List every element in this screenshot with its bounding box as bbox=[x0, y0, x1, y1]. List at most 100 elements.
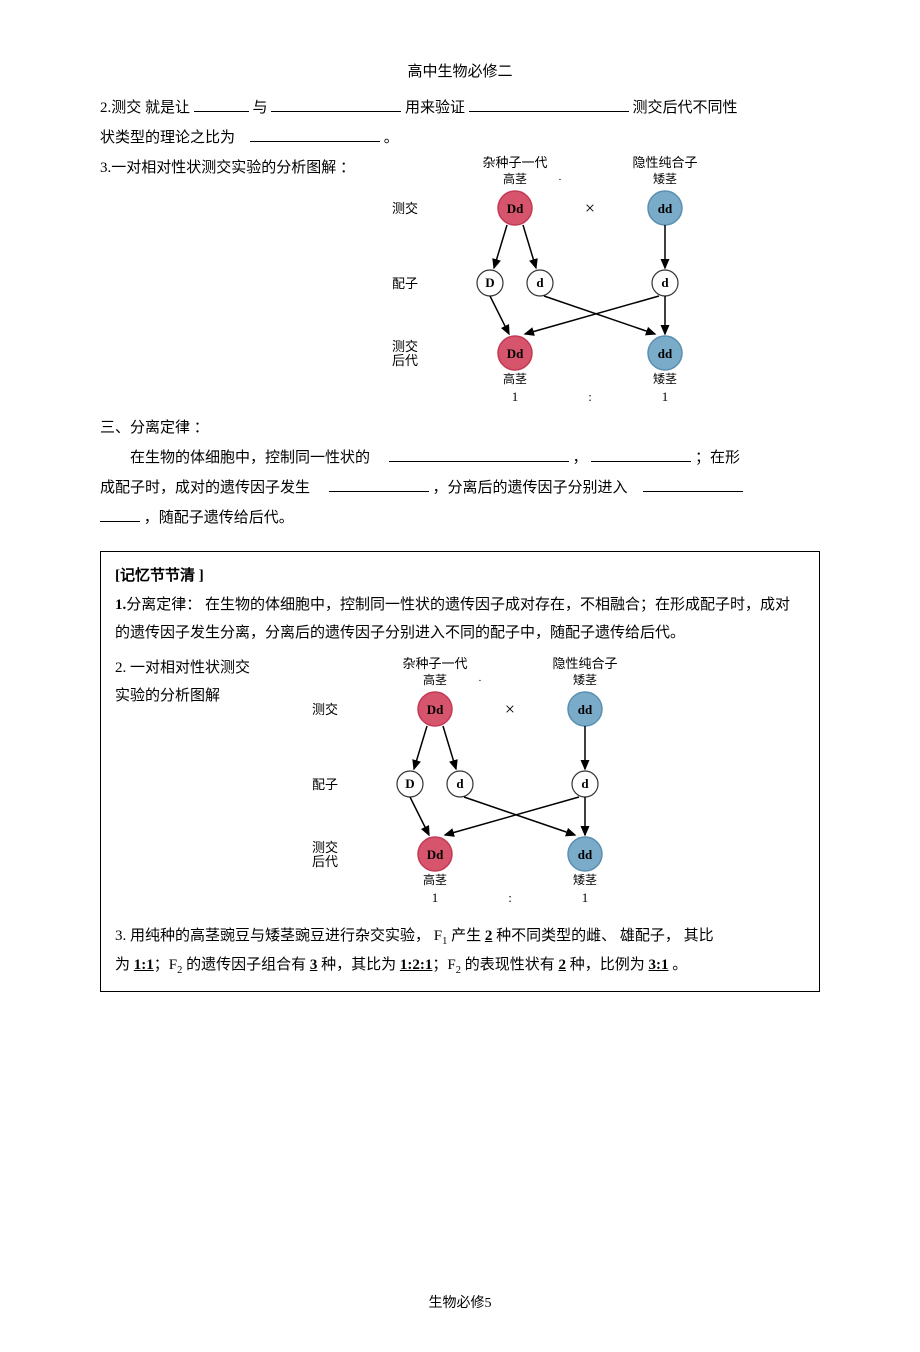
memo-item2-text: 2. 一对相对性状测交 实验的分析图解 bbox=[115, 654, 285, 711]
svg-text:矮茎: 矮茎 bbox=[653, 372, 677, 386]
section3-p1: 在生物的体细胞中，控制同一性状的 ， ；在形 bbox=[100, 443, 820, 473]
q3-text: 3.一对相对性状测交实验的分析图解 ： bbox=[100, 153, 355, 183]
svg-text::: : bbox=[508, 890, 512, 905]
svg-text:Dd: Dd bbox=[507, 346, 524, 361]
svg-text:杂种子一代: 杂种子一代 bbox=[402, 656, 467, 671]
svg-text:1: 1 bbox=[432, 890, 439, 905]
svg-text:矮茎: 矮茎 bbox=[653, 172, 677, 186]
section3-p3: ，随配子遗传给后代。 bbox=[100, 503, 820, 533]
svg-text:dd: dd bbox=[578, 702, 593, 717]
m3e: ；F bbox=[154, 957, 177, 973]
svg-text:后代: 后代 bbox=[312, 854, 338, 869]
m3j: 种，比例为 bbox=[566, 957, 649, 973]
svg-text:Dd: Dd bbox=[507, 201, 524, 216]
page-header: 高中生物必修二 bbox=[100, 60, 820, 81]
body: 2.测交 就是让 与 用来验证 测交后代不同性 状类型的理论之比为 。 3.一对… bbox=[100, 93, 820, 992]
svg-text:dd: dd bbox=[658, 201, 673, 216]
svg-text:高茎: 高茎 bbox=[423, 872, 447, 887]
memo1-label: 1. bbox=[115, 597, 126, 613]
m3f: 的遗传因子组合有 bbox=[182, 957, 310, 973]
section3-p2: 成配子时，成对的遗传因子发生 ，分离后的遗传因子分别进入 bbox=[100, 473, 820, 503]
svg-text:矮茎: 矮茎 bbox=[573, 673, 597, 687]
q2-line2: 状类型的理论之比为 。 bbox=[100, 123, 820, 153]
q2-mid2: 用来验证 bbox=[405, 100, 465, 116]
svg-text:1: 1 bbox=[582, 890, 589, 905]
testcross-diagram-svg: 杂种子一代隐性纯合子高茎·矮茎测交配子测交后代Dddd×DddDddd高茎矮茎1… bbox=[365, 153, 755, 413]
footer-label: 生物必修 bbox=[429, 1296, 485, 1311]
q2-line1: 2.测交 就是让 与 用来验证 测交后代不同性 bbox=[100, 93, 820, 123]
svg-text:·: · bbox=[558, 174, 562, 186]
svg-text:d: d bbox=[661, 275, 669, 290]
u-31: 3:1 bbox=[649, 957, 669, 973]
q2-mid1: 与 bbox=[253, 100, 268, 116]
q3-row: 3.一对相对性状测交实验的分析图解 ： 杂种子一代隐性纯合子高茎·矮茎测交配子测… bbox=[100, 153, 820, 413]
memo1-body: 在生物的体细胞中，控制同一性状的遗传因子成对存在，不相融合；在形成配子时，成对的… bbox=[115, 597, 790, 642]
m3a: 3. 用纯种的高茎豌豆与矮茎豌豆进行杂交实验， F bbox=[115, 928, 442, 944]
q2-tail: 测交后代不同性 bbox=[633, 100, 738, 116]
m3k: 。 bbox=[669, 957, 688, 973]
u-2b: 2 bbox=[559, 957, 567, 973]
svg-text:高茎: 高茎 bbox=[423, 672, 447, 687]
section3-title: 三、分离定律 ： bbox=[100, 413, 820, 443]
s3-p1c: ；在形 bbox=[695, 450, 740, 466]
svg-text:杂种子一代: 杂种子一代 bbox=[483, 155, 548, 170]
svg-text:×: × bbox=[585, 198, 595, 218]
u-121: 1:2:1 bbox=[400, 957, 433, 973]
memo-heading: [记忆节节清 ] bbox=[115, 562, 805, 591]
m3b: 产生 bbox=[451, 928, 485, 944]
s3-p2a: 成配子时，成对的遗传因子发生 bbox=[100, 480, 310, 496]
q2-prefix: 2.测交 就是让 bbox=[100, 100, 190, 116]
svg-text::: : bbox=[588, 389, 592, 404]
svg-text:高茎: 高茎 bbox=[503, 171, 527, 186]
memo-box: [记忆节节清 ] 1.分离定律： 在生物的体细胞中，控制同一性状的遗传因子成对存… bbox=[100, 551, 820, 992]
blank bbox=[329, 476, 429, 492]
svg-text:d: d bbox=[581, 776, 589, 791]
page: 高中生物必修二 2.测交 就是让 与 用来验证 测交后代不同性 状类型的理论之比… bbox=[0, 0, 920, 1352]
s3-p2b: ，分离后的遗传因子分别进入 bbox=[433, 480, 628, 496]
svg-text:测交: 测交 bbox=[392, 201, 418, 216]
m3g: 种，其比为 bbox=[317, 957, 400, 973]
svg-text:×: × bbox=[505, 699, 515, 719]
blank bbox=[591, 446, 691, 462]
header-title-text: 高中生物必修二 bbox=[407, 64, 512, 80]
u-11: 1:1 bbox=[134, 957, 154, 973]
memo2-l1: 2. 一对相对性状测交 bbox=[115, 654, 275, 683]
svg-text:D: D bbox=[405, 776, 414, 791]
memo-item3: 3. 用纯种的高茎豌豆与矮茎豌豆进行杂交实验， F1 产生 2 种不同类型的雌、… bbox=[115, 922, 805, 982]
svg-text:D: D bbox=[485, 275, 494, 290]
svg-text:隐性纯合子: 隐性纯合子 bbox=[633, 155, 698, 170]
page-footer: 生物必修5 bbox=[100, 1292, 820, 1312]
diagram-1: 杂种子一代隐性纯合子高茎·矮茎测交配子测交后代Dddd×DddDddd高茎矮茎1… bbox=[365, 153, 755, 413]
m3h: ；F bbox=[432, 957, 455, 973]
blank bbox=[469, 96, 629, 112]
svg-text:Dd: Dd bbox=[427, 847, 444, 862]
svg-text:配子: 配子 bbox=[392, 276, 418, 291]
footer-text: 生物必修5 bbox=[429, 1296, 492, 1311]
footer-page: 5 bbox=[485, 1296, 492, 1311]
blank bbox=[643, 476, 743, 492]
svg-text:矮茎: 矮茎 bbox=[573, 873, 597, 887]
blank bbox=[100, 506, 140, 522]
svg-text:1: 1 bbox=[512, 389, 519, 404]
m3d: 为 bbox=[115, 957, 134, 973]
svg-text:dd: dd bbox=[658, 346, 673, 361]
diagram-2: 杂种子一代隐性纯合子高茎·矮茎测交配子测交后代Dddd×DddDddd高茎矮茎1… bbox=[285, 654, 675, 914]
blank bbox=[250, 126, 380, 142]
svg-text:1: 1 bbox=[662, 389, 669, 404]
s3-p3a: ，随配子遗传给后代。 bbox=[144, 510, 294, 526]
q2-period: 。 bbox=[384, 130, 399, 146]
blank bbox=[194, 96, 249, 112]
s3-p1b: ， bbox=[573, 450, 588, 466]
q2-line2-prefix: 状类型的理论之比为 bbox=[100, 130, 235, 146]
memo-item2-row: 2. 一对相对性状测交 实验的分析图解 杂种子一代隐性纯合子高茎·矮茎测交配子测… bbox=[115, 654, 805, 914]
sub-1: 1 bbox=[442, 936, 447, 947]
q3-text-col: 3.一对相对性状测交实验的分析图解 ： bbox=[100, 153, 365, 183]
testcross-diagram-svg-2: 杂种子一代隐性纯合子高茎·矮茎测交配子测交后代Dddd×DddDddd高茎矮茎1… bbox=[285, 654, 675, 914]
svg-text:Dd: Dd bbox=[427, 702, 444, 717]
svg-text:测交: 测交 bbox=[312, 702, 338, 717]
memo-item1: 1.分离定律： 在生物的体细胞中，控制同一性状的遗传因子成对存在，不相融合；在形… bbox=[115, 591, 805, 648]
s3-p1a: 在生物的体细胞中，控制同一性状的 bbox=[130, 450, 370, 466]
m3c: 种不同类型的雌、 雄配子， 其比 bbox=[492, 928, 713, 944]
svg-text:测交: 测交 bbox=[392, 339, 418, 354]
memo1-title: 分离定律： bbox=[126, 597, 201, 613]
